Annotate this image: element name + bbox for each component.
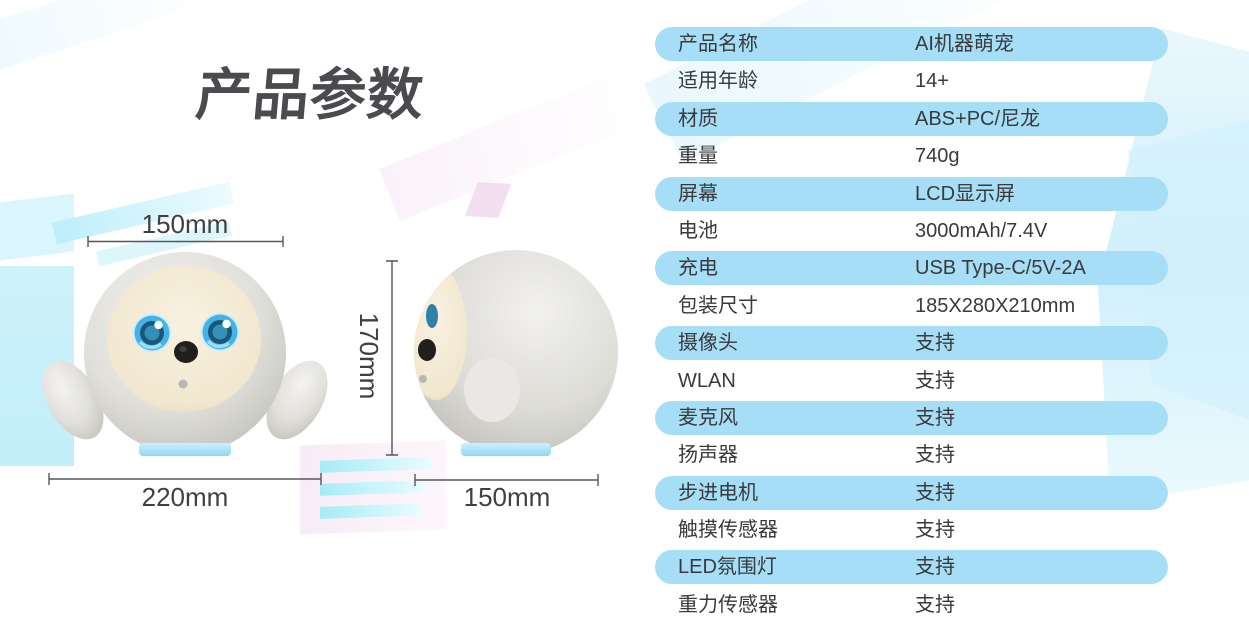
spec-value: 支持 [915,444,955,467]
robot-nose-camera [418,339,436,361]
spec-label: LED氛围灯 [678,556,777,579]
robot-nose-camera [174,341,198,363]
spec-value: 支持 [915,406,955,429]
spec-row-microphone: 麦克风 支持 [655,400,1168,435]
spec-label: 重力传感器 [678,593,778,616]
dimension-label-head-width: 150mm [141,209,229,239]
dimension-label-full-width: 220mm [141,482,229,512]
spec-label: 重量 [678,145,718,168]
spec-label: 麦克风 [678,406,738,429]
spec-row-battery: 电池 3000mAh/7.4V [655,214,1168,248]
spec-value: 185X280X210mm [915,294,1076,317]
spec-value: ABS+PC/尼龙 [915,107,1041,130]
robot-body [414,250,618,454]
spec-value: 740g [915,145,960,168]
spec-value: 支持 [915,556,955,579]
robot-eye-profile [426,304,438,328]
spec-row-age: 适用年龄 14+ [655,64,1168,98]
robot-left-eye [132,313,172,353]
spec-row-gravity-sensor: 重力传感器 支持 [655,588,1168,622]
spec-label: 摄像头 [678,332,738,355]
spec-row-weight: 重量 740g [655,139,1168,173]
spec-value: 支持 [915,519,955,542]
spec-row-wlan: WLAN 支持 [655,364,1168,398]
spec-value: 支持 [915,481,955,504]
spec-row-camera: 摄像头 支持 [655,326,1168,361]
spec-row-material: 材质 ABS+PC/尼龙 [655,101,1168,136]
spec-value: 支持 [915,593,955,616]
spec-row-touch-sensor: 触摸传感器 支持 [655,513,1168,547]
spec-table: 产品名称 AI机器萌宠 适用年龄 14+ 材质 ABS+PC/尼龙 重量 740… [655,27,1168,622]
spec-value: 支持 [915,332,955,355]
spec-row-screen: 屏幕 LCD显示屏 [655,176,1168,211]
spec-value: 3000mAh/7.4V [915,219,1048,242]
robot-front-view [42,252,328,456]
robot-face-profile [414,266,467,400]
spec-row-stepper-motor: 步进电机 支持 [655,475,1168,510]
spec-label: 步进电机 [678,481,758,504]
spec-label: 扬声器 [678,444,738,467]
robot-wing-bump [464,358,520,422]
product-illustration [42,236,618,486]
spec-label: 触摸传感器 [678,519,778,542]
spec-value: 支持 [915,369,955,392]
robot-face [107,266,261,412]
robot-side-view [414,250,618,456]
page-title: 产品参数 [193,63,427,126]
dimension-label-height: 170mm [354,312,384,400]
robot-base-light [139,443,231,456]
spec-label: 包装尺寸 [678,294,758,317]
robot-chin-dot [178,379,188,389]
spec-row-speaker: 扬声器 支持 [655,438,1168,472]
spec-value: USB Type-C/5V-2A [915,257,1086,280]
spec-value: 14+ [915,70,949,93]
spec-label: 电池 [678,219,718,242]
spec-row-product-name: 产品名称 AI机器萌宠 [655,27,1168,61]
spec-label: 材质 [678,107,718,130]
spec-value: LCD显示屏 [915,182,1016,205]
spec-value: AI机器萌宠 [915,33,1014,55]
spec-row-charging: 充电 USB Type-C/5V-2A [655,251,1168,286]
spec-label: 适用年龄 [678,70,758,93]
robot-right-eye [200,312,240,352]
spec-row-led-light: LED氛围灯 支持 [655,550,1168,585]
dimension-line-side-height [386,260,398,456]
robot-base-light [461,443,551,456]
spec-row-package-size: 包装尺寸 185X280X210mm [655,289,1168,323]
spec-label: 充电 [678,257,718,280]
dimension-label-depth: 150mm [463,482,551,512]
spec-label: WLAN [678,369,736,392]
spec-label: 屏幕 [678,182,718,205]
spec-label: 产品名称 [678,33,758,55]
